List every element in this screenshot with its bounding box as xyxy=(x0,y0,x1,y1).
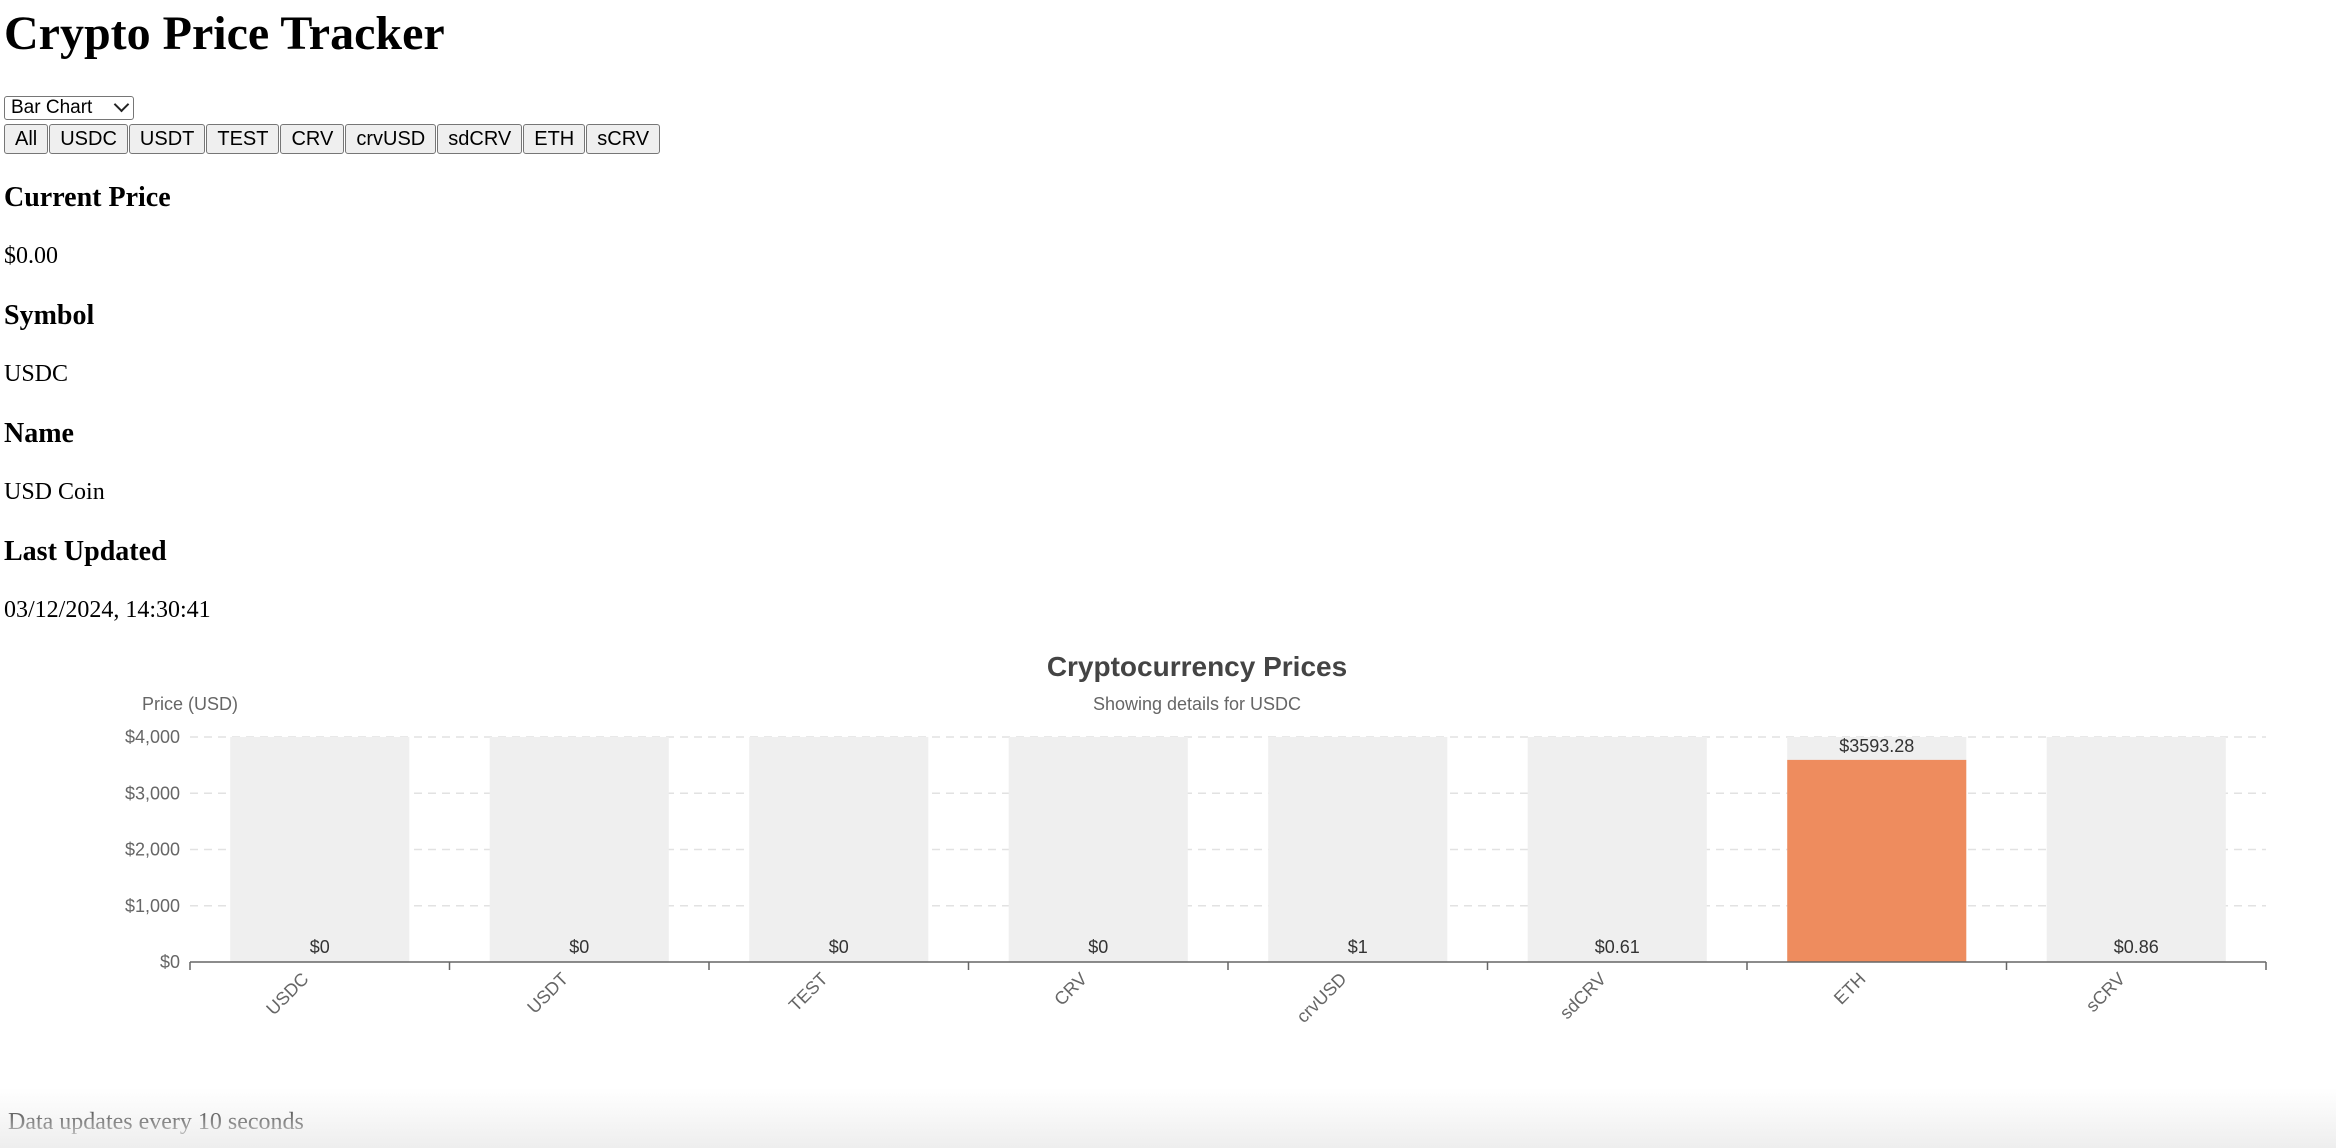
x-tick-label: USDC xyxy=(262,969,312,1019)
bar-background xyxy=(489,737,669,962)
bar-background xyxy=(1527,737,1707,962)
update-notice: Data updates every 10 seconds xyxy=(8,1109,304,1135)
x-tick-label: ETH xyxy=(1830,969,1870,1009)
bar-background xyxy=(2046,737,2226,962)
data-label: $0.86 xyxy=(2114,937,2159,957)
filter-button-all[interactable]: All xyxy=(4,124,49,154)
symbol-value: USDC xyxy=(4,361,69,387)
bar-eth[interactable] xyxy=(1787,759,1967,962)
x-tick-label: USDT xyxy=(523,969,572,1018)
y-tick-label: $3,000 xyxy=(125,783,180,803)
last-updated-heading: Last Updated xyxy=(4,536,167,567)
data-label: $0 xyxy=(569,937,589,957)
data-label: $3593.28 xyxy=(1839,736,1914,756)
filter-button-crv[interactable]: CRV xyxy=(280,124,345,154)
chart-subtitle: Showing details for USDC xyxy=(1093,694,1301,714)
x-tick-label: TEST xyxy=(785,969,832,1016)
filter-button-sdcrv[interactable]: sdCRV xyxy=(437,124,523,154)
name-heading: Name xyxy=(4,418,74,449)
y-tick-label: $2,000 xyxy=(125,840,180,860)
x-axis: USDC USDT TEST CRV crvUSD sdCRV ETH sCRV xyxy=(189,961,2267,1027)
y-axis-title: Price (USD) xyxy=(142,694,238,714)
data-label: $0.61 xyxy=(1595,937,1640,957)
last-updated-value: 03/12/2024, 14:30:41 xyxy=(4,597,211,623)
filter-button-test[interactable]: TEST xyxy=(206,124,280,154)
filter-button-usdt[interactable]: USDT xyxy=(128,124,206,154)
x-tick-label: crvUSD xyxy=(1293,969,1351,1027)
filter-button-scrv[interactable]: sCRV xyxy=(586,124,661,154)
bar-background xyxy=(749,737,929,962)
current-price-heading: Current Price xyxy=(4,182,171,213)
x-tick-label: CRV xyxy=(1050,969,1091,1010)
bar-background xyxy=(230,737,410,962)
chart-title: Cryptocurrency Prices xyxy=(1047,651,1347,682)
y-tick-label: $4,000 xyxy=(125,727,180,747)
data-label: $1 xyxy=(1348,937,1368,957)
chevron-down-icon xyxy=(115,99,127,111)
filter-button-eth[interactable]: ETH xyxy=(523,124,586,154)
name-value: USD Coin xyxy=(4,479,105,505)
x-tick-label: sdCRV xyxy=(1556,969,1610,1023)
price-bar-chart: Cryptocurrency Prices Showing details fo… xyxy=(125,651,2267,1027)
data-label: $0 xyxy=(310,937,330,957)
symbol-filter-bar: All USDC USDT TEST CRV crvUSD sdCRV ETH … xyxy=(4,124,661,154)
data-label: $0 xyxy=(1088,937,1108,957)
page-title: Crypto Price Tracker xyxy=(4,7,445,60)
bars-group: $0 $0 $0 $0 $1 $0.61 $3593.28 $0.86 xyxy=(230,736,2226,962)
chart-type-select-value: Bar Chart xyxy=(11,97,93,118)
symbol-heading: Symbol xyxy=(4,300,95,331)
bar-background xyxy=(1008,737,1188,962)
bar-background xyxy=(1268,737,1448,962)
data-label: $0 xyxy=(829,937,849,957)
filter-button-usdc[interactable]: USDC xyxy=(49,124,128,154)
y-axis: $0 $1,000 $2,000 $3,000 $4,000 xyxy=(125,727,180,972)
y-tick-label: $0 xyxy=(160,952,180,972)
filter-button-crvusd[interactable]: crvUSD xyxy=(345,124,437,154)
y-tick-label: $1,000 xyxy=(125,896,180,916)
bottom-fade xyxy=(0,1088,2336,1148)
chart-type-select[interactable]: Bar Chart xyxy=(4,96,134,120)
current-price-value: $0.00 xyxy=(4,243,58,269)
x-tick-label: sCRV xyxy=(2082,969,2129,1016)
